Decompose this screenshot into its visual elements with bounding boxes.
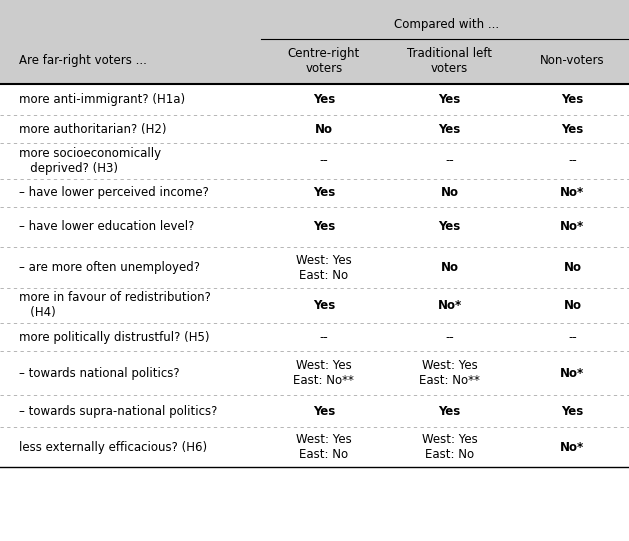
Text: Yes: Yes [561, 405, 584, 418]
Text: No: No [564, 261, 581, 274]
Text: less externally efficacious? (H6): less externally efficacious? (H6) [19, 440, 207, 454]
Text: No*: No* [560, 367, 584, 380]
Bar [0, 84, 629, 541]
Text: – have lower education level?: – have lower education level? [19, 220, 194, 234]
Text: Yes: Yes [313, 186, 335, 199]
Text: --: -- [568, 154, 577, 168]
Text: Yes: Yes [438, 405, 461, 418]
Text: --: -- [320, 331, 328, 344]
Text: more authoritarian? (H2): more authoritarian? (H2) [19, 123, 166, 136]
Text: more in favour of redistribution?
   (H4): more in favour of redistribution? (H4) [19, 292, 211, 319]
Text: No*: No* [560, 440, 584, 454]
Text: No*: No* [438, 299, 462, 312]
Text: Traditional left
voters: Traditional left voters [407, 47, 493, 75]
Text: No: No [315, 123, 333, 136]
Text: Compared with ...: Compared with ... [394, 18, 499, 31]
Text: more anti-immigrant? (H1a): more anti-immigrant? (H1a) [19, 93, 185, 106]
Text: more socioeconomically
   deprived? (H3): more socioeconomically deprived? (H3) [19, 147, 161, 175]
Text: West: Yes
East: No: West: Yes East: No [422, 433, 477, 461]
Text: --: -- [445, 154, 454, 168]
Text: West: Yes
East: No**: West: Yes East: No** [420, 359, 480, 387]
Text: Yes: Yes [438, 93, 461, 106]
Text: Yes: Yes [561, 93, 584, 106]
Text: Yes: Yes [313, 93, 335, 106]
Text: Are far-right voters ...: Are far-right voters ... [19, 54, 147, 67]
Text: Yes: Yes [438, 220, 461, 234]
Text: West: Yes
East: No: West: Yes East: No [296, 433, 352, 461]
Text: more politically distrustful? (H5): more politically distrustful? (H5) [19, 331, 209, 344]
Text: – have lower perceived income?: – have lower perceived income? [19, 186, 209, 199]
Text: Yes: Yes [561, 123, 584, 136]
Text: West: Yes
East: No**: West: Yes East: No** [294, 359, 354, 387]
Text: No*: No* [560, 220, 584, 234]
Text: Yes: Yes [313, 220, 335, 234]
Text: No: No [564, 299, 581, 312]
Text: West: Yes
East: No: West: Yes East: No [296, 254, 352, 281]
Text: Yes: Yes [438, 123, 461, 136]
Text: Yes: Yes [313, 299, 335, 312]
Text: --: -- [568, 331, 577, 344]
Text: – towards supra-national politics?: – towards supra-national politics? [19, 405, 217, 418]
Text: --: -- [445, 331, 454, 344]
Text: No: No [441, 261, 459, 274]
Text: Non-voters: Non-voters [540, 54, 604, 67]
Text: – towards national politics?: – towards national politics? [19, 367, 179, 380]
Text: No: No [441, 186, 459, 199]
Text: – are more often unemployed?: – are more often unemployed? [19, 261, 200, 274]
Text: Yes: Yes [313, 405, 335, 418]
Text: Centre-right
voters: Centre-right voters [288, 47, 360, 75]
Text: --: -- [320, 154, 328, 168]
Bar [0, 0, 629, 84]
Text: No*: No* [560, 186, 584, 199]
